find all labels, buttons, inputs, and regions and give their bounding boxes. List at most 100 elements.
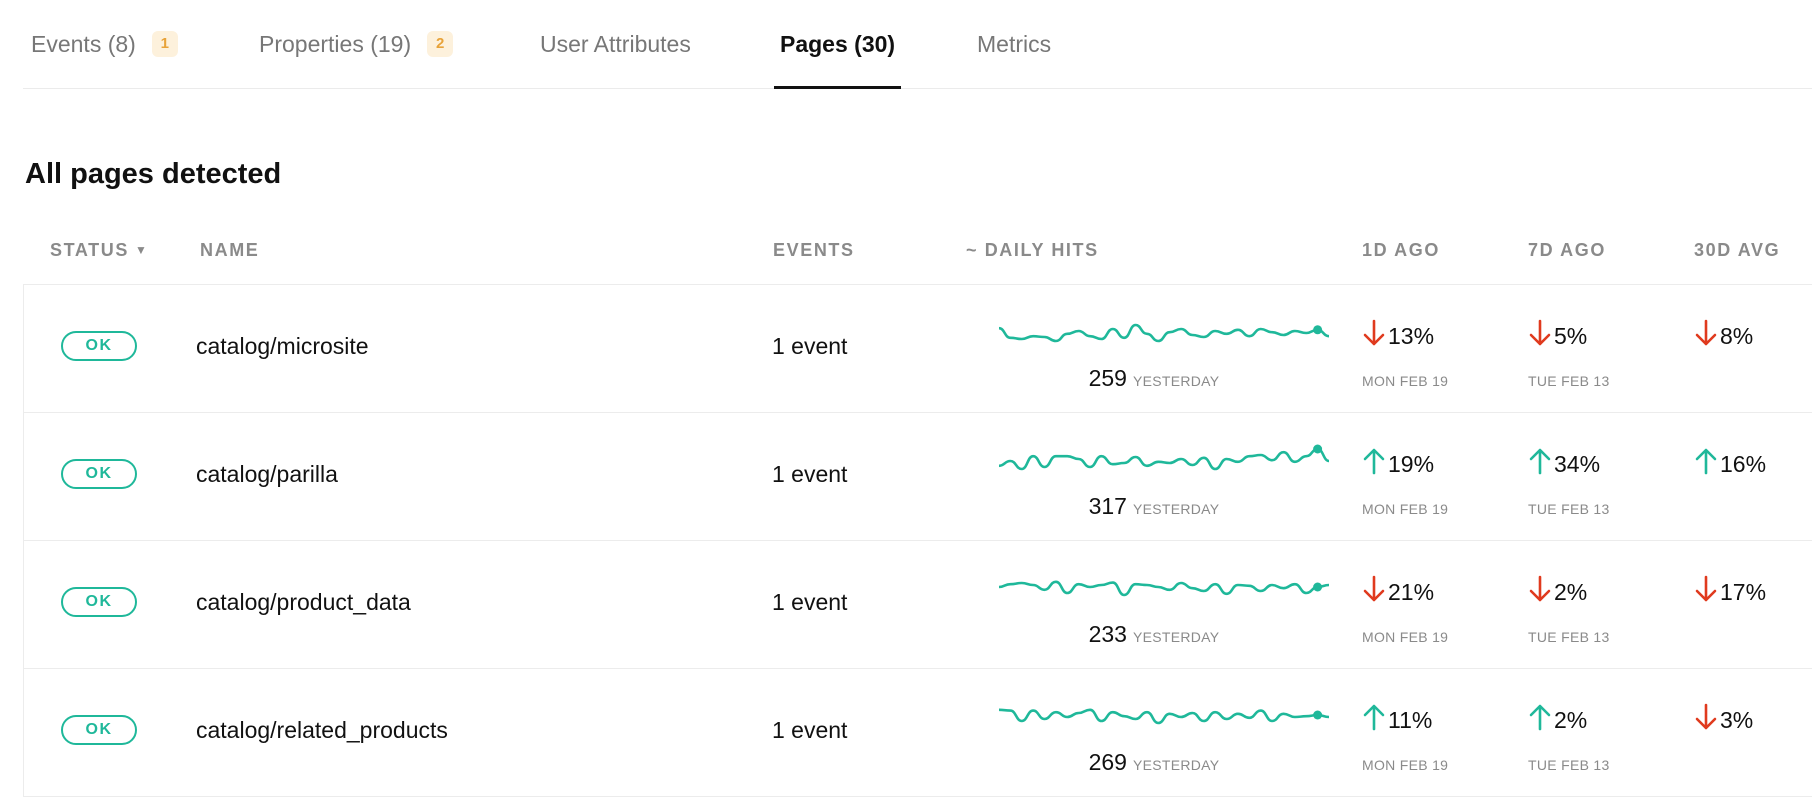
status-badge[interactable]: OK xyxy=(61,459,137,489)
column-header-status[interactable]: STATUS ▼ xyxy=(50,240,148,261)
sparkline-endpoint xyxy=(1313,710,1323,720)
column-header-daily-hits: ~ DAILY HITS xyxy=(966,240,1099,260)
delta-d30: 3% xyxy=(1694,703,1753,737)
page-title: All pages detected xyxy=(25,158,282,190)
tab-label: User Attributes xyxy=(540,30,691,57)
delta-date: TUE FEB 13 xyxy=(1528,757,1610,773)
delta-date: TUE FEB 13 xyxy=(1528,373,1610,389)
delta-date: MON FEB 19 xyxy=(1362,629,1449,645)
arrow-up-icon xyxy=(1362,703,1388,737)
sparkline-path xyxy=(998,447,1330,471)
column-header-1d-ago: 1D AGO xyxy=(1362,240,1440,260)
status-badge[interactable]: OK xyxy=(61,331,137,361)
delta-d1: 11% xyxy=(1362,703,1432,737)
delta-value: 16% xyxy=(1720,450,1767,477)
page-name[interactable]: catalog/microsite xyxy=(196,333,369,359)
daily-hits-label: YESTERDAY xyxy=(1132,629,1220,645)
page-name[interactable]: catalog/parilla xyxy=(196,461,338,487)
delta-date: MON FEB 19 xyxy=(1362,501,1449,517)
delta-date: TUE FEB 13 xyxy=(1528,501,1610,517)
delta-d1: 13% xyxy=(1362,319,1434,353)
daily-hits: 233 YESTERDAY xyxy=(974,621,1334,648)
delta-d7: 2% xyxy=(1528,575,1587,609)
delta-d7: 2% xyxy=(1528,703,1587,737)
sparkline-path xyxy=(998,580,1330,597)
delta-value: 19% xyxy=(1388,450,1435,477)
sparkline-endpoint xyxy=(1313,582,1323,592)
tab-bar: Events (8) 1 Properties (19) 2 User Attr… xyxy=(23,0,1812,89)
delta-value: 34% xyxy=(1554,450,1601,477)
status-badge[interactable]: OK xyxy=(61,587,137,617)
daily-hits-label: YESTERDAY xyxy=(1132,501,1220,517)
tab-pages[interactable]: Pages (30) xyxy=(773,0,902,89)
daily-hits-sparkline xyxy=(998,580,1330,597)
delta-value: 2% xyxy=(1554,578,1588,605)
daily-hits: 259 YESTERDAY xyxy=(974,365,1334,392)
arrow-down-icon xyxy=(1362,575,1388,609)
daily-hits: 317 YESTERDAY xyxy=(974,493,1334,520)
delta-d1: 19% xyxy=(1362,447,1434,481)
event-count: 1 event xyxy=(772,461,848,487)
arrow-down-icon xyxy=(1694,703,1720,737)
daily-hits-sparkline xyxy=(998,708,1330,725)
pages-table: OK catalog/microsite 1 event 259 YESTERDA… xyxy=(23,284,1812,797)
daily-hits-sparkline xyxy=(998,323,1330,343)
arrow-up-icon xyxy=(1362,447,1388,481)
delta-value: 3% xyxy=(1720,706,1754,733)
status-badge[interactable]: OK xyxy=(61,715,137,745)
delta-d30: 16% xyxy=(1694,447,1766,481)
event-count: 1 event xyxy=(772,333,848,359)
arrow-up-icon xyxy=(1528,703,1554,737)
daily-hits-label: YESTERDAY xyxy=(1132,373,1220,389)
delta-value: 17% xyxy=(1720,578,1767,605)
delta-date: MON FEB 19 xyxy=(1362,757,1449,773)
sparkline-endpoint xyxy=(1313,325,1323,335)
tab-label: Events (8) xyxy=(31,30,136,57)
delta-value: 2% xyxy=(1554,706,1588,733)
sparkline-path xyxy=(998,323,1330,343)
event-count: 1 event xyxy=(772,717,848,743)
column-header-name: NAME xyxy=(200,240,260,260)
delta-d1: 21% xyxy=(1362,575,1434,609)
column-header-label: STATUS xyxy=(50,240,129,260)
daily-hits-value: 233 xyxy=(1088,621,1127,647)
event-count: 1 event xyxy=(772,589,848,615)
delta-d7: 5% xyxy=(1528,319,1587,353)
page-name[interactable]: catalog/product_data xyxy=(196,589,411,615)
delta-value: 13% xyxy=(1388,322,1435,349)
arrow-down-icon xyxy=(1694,575,1720,609)
tab-events[interactable]: Events (8) 1 xyxy=(31,0,178,88)
delta-date: TUE FEB 13 xyxy=(1528,629,1610,645)
column-header-30d-avg: 30D AVG xyxy=(1694,240,1781,260)
tab-user-attributes[interactable]: User Attributes xyxy=(540,0,691,88)
table-row[interactable]: OK catalog/parilla 1 event 317 YESTERDAY … xyxy=(24,413,1812,541)
table-row[interactable]: OK catalog/related_products 1 event 269 Y… xyxy=(24,669,1812,797)
daily-hits-label: YESTERDAY xyxy=(1132,757,1220,773)
table-row[interactable]: OK catalog/product_data 1 event 233 YESTE… xyxy=(24,541,1812,669)
tab-metrics[interactable]: Metrics xyxy=(977,0,1051,88)
tab-label: Pages (30) xyxy=(780,30,896,57)
arrow-up-icon xyxy=(1694,447,1720,481)
tab-properties[interactable]: Properties (19) 2 xyxy=(259,0,454,88)
delta-value: 11% xyxy=(1388,706,1433,733)
tab-label: Metrics xyxy=(977,30,1052,57)
page-name[interactable]: catalog/related_products xyxy=(196,717,448,743)
tab-count-badge: 1 xyxy=(151,31,178,57)
arrow-down-icon xyxy=(1528,575,1554,609)
sparkline-endpoint xyxy=(1313,444,1323,454)
table-row[interactable]: OK catalog/microsite 1 event 259 YESTERDA… xyxy=(24,285,1812,413)
tab-count-badge: 2 xyxy=(427,31,454,57)
arrow-down-icon xyxy=(1528,319,1554,353)
delta-d30: 8% xyxy=(1694,319,1753,353)
daily-hits: 269 YESTERDAY xyxy=(974,749,1334,776)
column-header-events: EVENTS xyxy=(773,240,855,260)
arrow-down-icon xyxy=(1694,319,1720,353)
delta-d7: 34% xyxy=(1528,447,1600,481)
sparkline-path xyxy=(998,708,1330,725)
tab-label: Properties (19) xyxy=(259,30,412,57)
delta-d30: 17% xyxy=(1694,575,1766,609)
daily-hits-sparkline xyxy=(998,444,1330,471)
column-header-7d-ago: 7D AGO xyxy=(1528,240,1606,260)
arrow-up-icon xyxy=(1528,447,1554,481)
